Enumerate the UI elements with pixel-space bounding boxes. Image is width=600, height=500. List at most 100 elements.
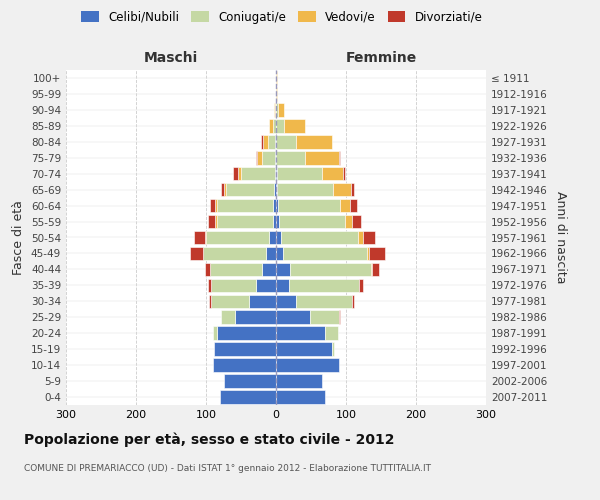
Bar [278, 199, 340, 212]
Bar [358, 230, 363, 244]
Bar [283, 246, 367, 260]
Bar [289, 278, 359, 292]
Bar [209, 294, 211, 308]
Bar [257, 151, 262, 164]
Text: Popolazione per età, sesso e stato civile - 2012: Popolazione per età, sesso e stato civil… [24, 432, 395, 447]
Bar [276, 278, 289, 292]
Bar [210, 199, 215, 212]
Bar [276, 326, 325, 340]
Bar [269, 119, 272, 132]
Bar [275, 167, 276, 180]
Bar [352, 215, 361, 228]
Bar [276, 390, 325, 404]
Text: COMUNE DI PREMARIACCO (UD) - Dati ISTAT 1° gennaio 2012 - Elaborazione TUTTITALI: COMUNE DI PREMARIACCO (UD) - Dati ISTAT … [24, 464, 431, 473]
Bar [339, 310, 340, 324]
Bar [213, 326, 217, 340]
Y-axis label: Fasce di età: Fasce di età [13, 200, 25, 275]
Bar [369, 246, 385, 260]
Bar [346, 215, 352, 228]
Bar [276, 167, 277, 180]
Bar [343, 167, 346, 180]
Bar [281, 230, 358, 244]
Text: Femmine: Femmine [346, 51, 416, 65]
Bar [284, 119, 305, 132]
Bar [205, 262, 209, 276]
Bar [276, 71, 277, 85]
Bar [233, 167, 238, 180]
Text: Maschi: Maschi [144, 51, 198, 65]
Bar [265, 246, 276, 260]
Bar [296, 135, 332, 148]
Bar [221, 310, 235, 324]
Bar [276, 262, 290, 276]
Bar [276, 199, 278, 212]
Bar [305, 151, 339, 164]
Bar [272, 215, 276, 228]
Bar [241, 167, 275, 180]
Bar [279, 215, 346, 228]
Bar [276, 119, 284, 132]
Bar [262, 262, 276, 276]
Bar [208, 215, 215, 228]
Bar [276, 342, 332, 356]
Bar [276, 374, 322, 388]
Bar [334, 183, 351, 196]
Bar [276, 246, 283, 260]
Bar [226, 183, 274, 196]
Bar [322, 167, 343, 180]
Bar [211, 294, 250, 308]
Bar [206, 230, 269, 244]
Y-axis label: Anni di nascita: Anni di nascita [554, 191, 567, 284]
Bar [274, 183, 276, 196]
Bar [260, 135, 263, 148]
Bar [205, 230, 206, 244]
Bar [277, 183, 334, 196]
Bar [276, 230, 281, 244]
Bar [214, 342, 276, 356]
Bar [276, 215, 279, 228]
Legend: Celibi/Nubili, Coniugati/e, Vedovi/e, Divorziati/e: Celibi/Nubili, Coniugati/e, Vedovi/e, Di… [77, 6, 487, 28]
Bar [263, 135, 268, 148]
Bar [215, 199, 217, 212]
Bar [272, 119, 276, 132]
Bar [290, 262, 371, 276]
Bar [224, 183, 226, 196]
Bar [278, 103, 284, 117]
Bar [372, 262, 379, 276]
Bar [217, 215, 272, 228]
Bar [340, 199, 350, 212]
Bar [310, 310, 339, 324]
Bar [296, 294, 352, 308]
Bar [211, 278, 256, 292]
Bar [250, 294, 276, 308]
Bar [217, 199, 273, 212]
Bar [363, 230, 376, 244]
Bar [262, 151, 275, 164]
Bar [215, 215, 217, 228]
Bar [367, 246, 369, 260]
Bar [275, 135, 276, 148]
Bar [221, 183, 224, 196]
Bar [332, 342, 334, 356]
Bar [217, 326, 276, 340]
Bar [190, 246, 203, 260]
Bar [269, 230, 276, 244]
Bar [352, 294, 355, 308]
Bar [194, 230, 205, 244]
Bar [268, 135, 275, 148]
Bar [203, 246, 265, 260]
Bar [276, 358, 339, 372]
Bar [238, 167, 241, 180]
Bar [275, 103, 276, 117]
Bar [235, 310, 276, 324]
Bar [276, 294, 296, 308]
Bar [274, 103, 275, 117]
Bar [213, 358, 276, 372]
Bar [220, 390, 276, 404]
Bar [276, 183, 277, 196]
Bar [276, 87, 277, 101]
Bar [350, 199, 357, 212]
Bar [277, 167, 322, 180]
Bar [359, 278, 363, 292]
Bar [339, 151, 340, 164]
